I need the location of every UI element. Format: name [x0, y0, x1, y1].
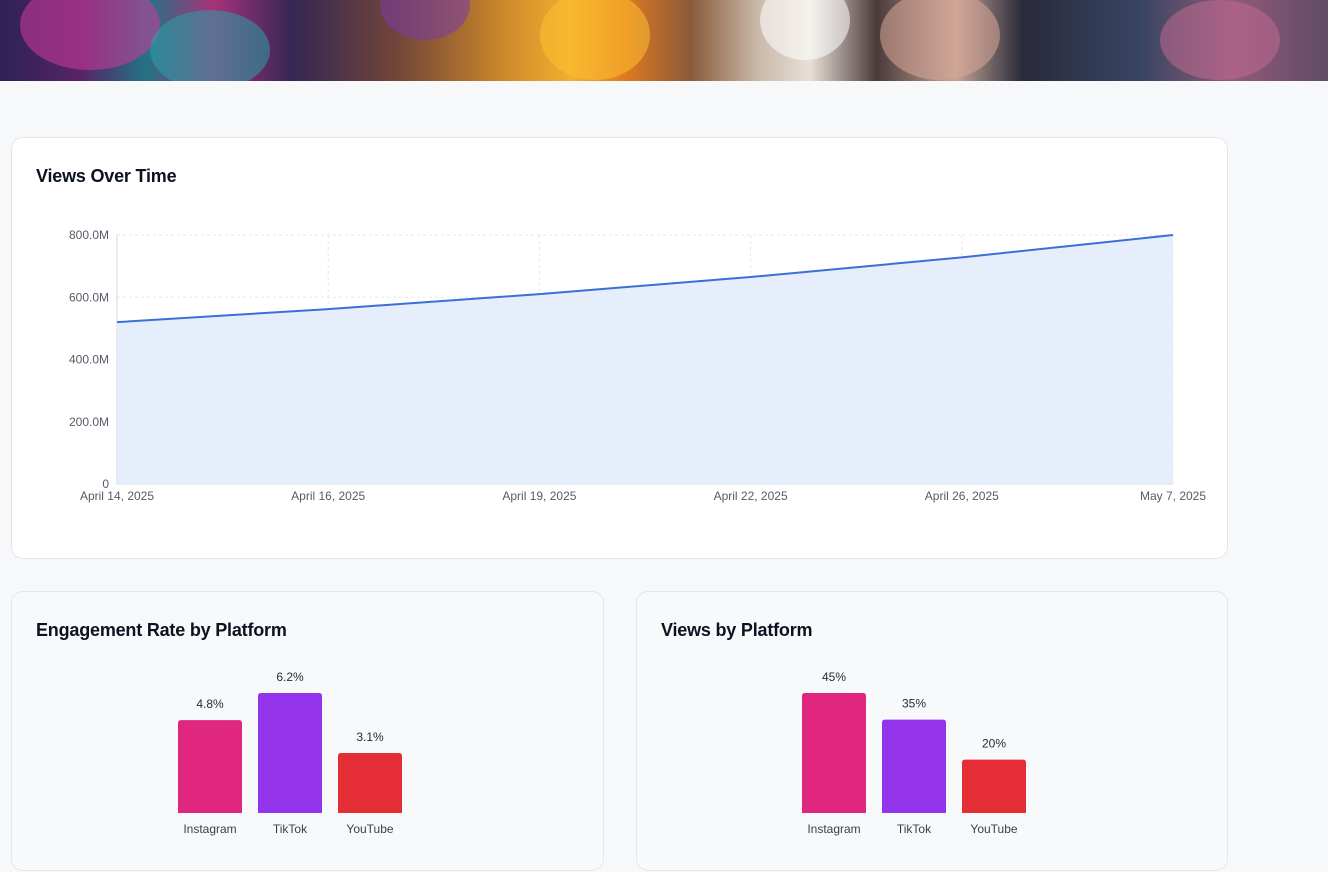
x-tick-label: April 14, 2025 — [80, 489, 154, 503]
y-tick-label: 400.0M — [69, 353, 109, 367]
y-tick-label: 800.0M — [69, 228, 109, 242]
y-tick-label: 600.0M — [69, 290, 109, 304]
bar-value-label: 20% — [982, 737, 1006, 751]
views-over-time-title: Views Over Time — [36, 166, 177, 186]
bar-value-label: 4.8% — [196, 697, 224, 711]
engagement-rate-chart: 4.8% Instagram 6.2% TikTok 3.1% YouTube — [178, 670, 402, 836]
bar-category-label: TikTok — [897, 822, 932, 836]
views-area — [117, 235, 1173, 484]
bar-category-label: TikTok — [273, 822, 308, 836]
bar-category-label: Instagram — [807, 822, 860, 836]
bar-instagram — [802, 693, 866, 813]
views-over-time-chart: 0 200.0M 400.0M 600.0M 800.0M April 14, 2025 A… — [69, 228, 1206, 503]
bar-instagram — [178, 720, 242, 813]
bar-category-label: YouTube — [346, 822, 393, 836]
bar-value-label: 45% — [822, 670, 846, 684]
x-tick-label: April 22, 2025 — [714, 489, 788, 503]
views-by-platform-card: Views by Platform 45% Instagram 35% TikTok 2… — [636, 591, 1228, 871]
bar-value-label: 6.2% — [276, 670, 304, 684]
bar-category-label: Instagram — [183, 822, 236, 836]
x-tick-label: April 26, 2025 — [925, 489, 999, 503]
views-line — [116, 234, 1174, 324]
bar-youtube — [338, 753, 402, 813]
y-tick-label: 0 — [102, 477, 109, 491]
bar-tiktok — [258, 693, 322, 813]
views-by-platform-title: Views by Platform — [661, 620, 813, 640]
x-tick-label: April 19, 2025 — [502, 489, 576, 503]
bar-youtube — [962, 759, 1026, 813]
bar-value-label: 3.1% — [356, 730, 384, 744]
bar-category-label: YouTube — [970, 822, 1017, 836]
x-tick-label: April 16, 2025 — [291, 489, 365, 503]
bar-value-label: 35% — [902, 697, 926, 711]
views-by-platform-chart: 45% Instagram 35% TikTok 20% YouTube — [802, 670, 1026, 836]
y-tick-label: 200.0M — [69, 415, 109, 429]
x-tick-label: May 7, 2025 — [1140, 489, 1206, 503]
views-over-time-card: Views Over Time 0 200.0M 400.0M 600.0M 800.0… — [11, 137, 1228, 559]
engagement-rate-card: Engagement Rate by Platform 4.8% Instagra… — [11, 591, 604, 871]
bar-tiktok — [882, 719, 946, 813]
hero-banner-image — [0, 0, 1328, 81]
engagement-rate-title: Engagement Rate by Platform — [36, 620, 287, 640]
